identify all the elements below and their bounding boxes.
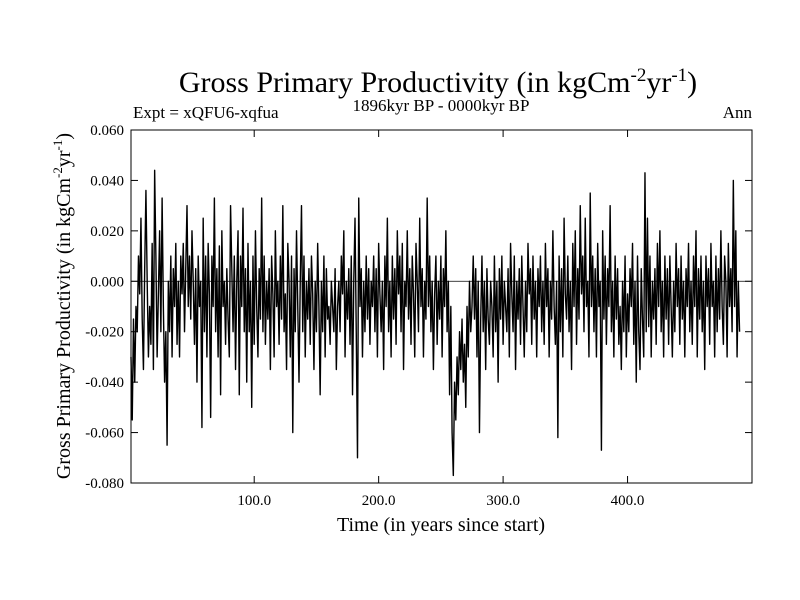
y-tick-label: 0.020 (90, 224, 124, 240)
y-tick-label: 0.060 (90, 123, 124, 139)
y-axis-tick-labels: -0.080 -0.060 -0.040 -0.020 0.000 0.020 0.040 0… (85, 123, 124, 492)
chart-title-sup1: -2 (631, 65, 647, 86)
experiment-label: Expt = xQFU6-xqfua (133, 103, 279, 122)
x-tick-label: 200.0 (362, 493, 396, 509)
y-tick-label: 0.040 (90, 173, 124, 189)
chart-title-sup2: -1 (671, 65, 687, 86)
y-axis-ticks (131, 129, 752, 484)
y-tick-label: 0.000 (90, 274, 124, 290)
y-axis-label: Gross Primary Productivity (in kgCm-2yr-… (50, 133, 75, 479)
x-axis-ticks (253, 130, 629, 483)
season-label: Ann (723, 103, 753, 122)
y-axis-label-sup1: -2 (50, 167, 65, 178)
x-axis-label: Time (in years since start) (337, 514, 545, 536)
y-tick-label: -0.040 (85, 375, 124, 391)
chart-title: Gross Primary Productivity (in kgCm-2yr-… (179, 65, 697, 99)
chart-title-mid: yr (646, 66, 671, 99)
chart-title-end: ) (687, 66, 697, 99)
x-tick-label: 300.0 (486, 493, 520, 509)
y-axis-label-end: ) (53, 133, 75, 140)
y-tick-label: -0.020 (85, 325, 124, 341)
y-axis-label-sup2: -1 (50, 140, 65, 151)
x-axis-tick-labels: 100.0 200.0 300.0 400.0 (237, 493, 644, 509)
chart-title-main: Gross Primary Productivity (in kgCm (179, 66, 631, 99)
series-line-gpp (130, 169, 741, 477)
x-tick-label: 400.0 (611, 493, 645, 509)
y-tick-label: -0.080 (85, 476, 124, 492)
x-tick-label: 100.0 (237, 493, 271, 509)
chart-subtitle: 1896kyr BP - 0000kyr BP (353, 96, 530, 115)
y-tick-label: -0.060 (85, 426, 124, 442)
y-axis-label-mid: yr (53, 150, 75, 167)
y-axis-label-main: Gross Primary Productivity (in kgCm (53, 178, 75, 480)
plot-frame (130, 129, 753, 484)
